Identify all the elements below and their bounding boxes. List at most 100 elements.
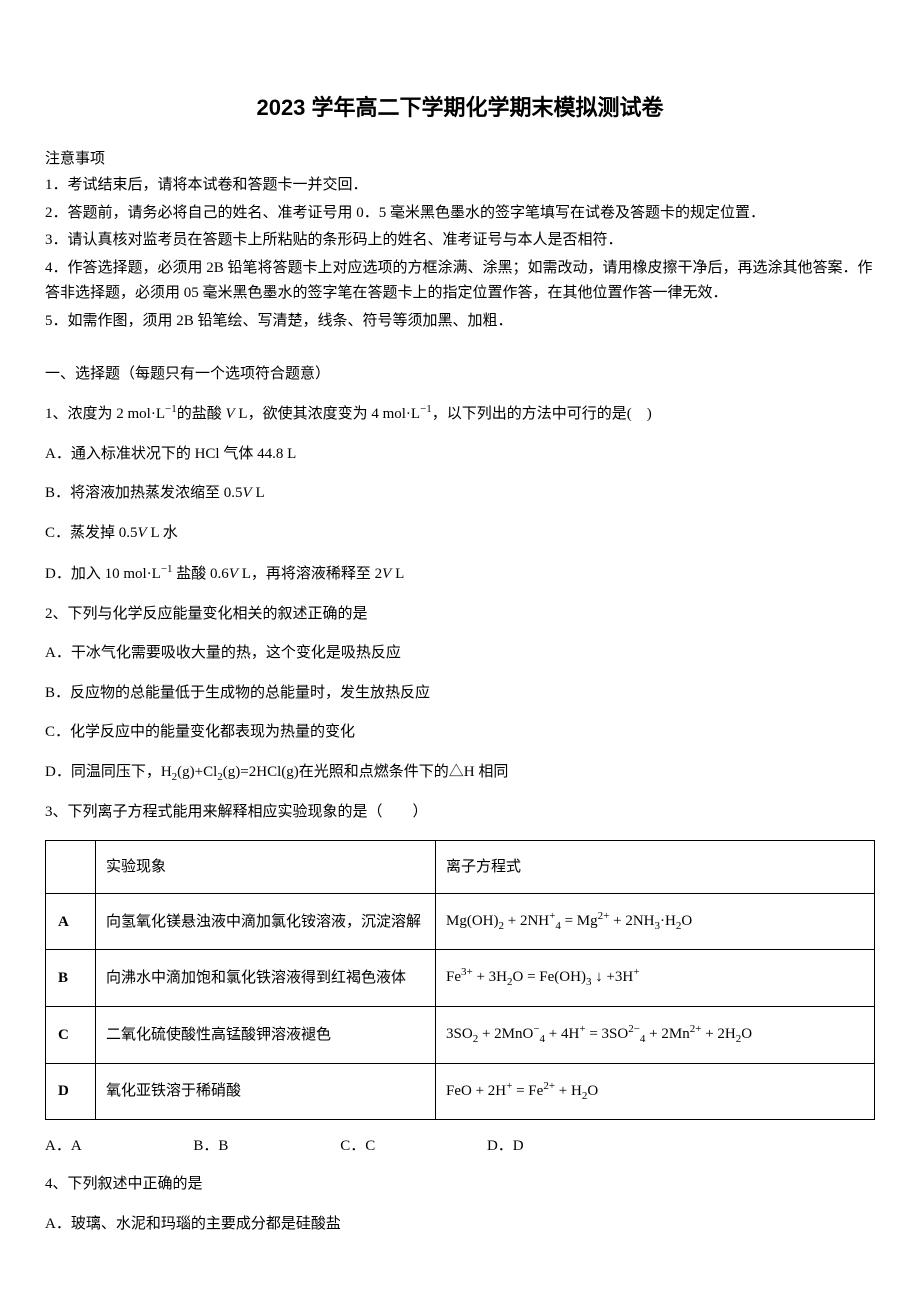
section-heading: 一、选择题（每题只有一个选项符合题意） [45, 362, 875, 386]
notice-item-5: 5．如需作图，须用 2B 铅笔绘、写清楚，线条、符号等须加黑、加粗． [45, 309, 875, 335]
eqd-p3: + H [555, 1083, 582, 1099]
q1-text-3: L，欲使其浓度变为 4 mol·L [238, 406, 420, 422]
eqd-p4: O [587, 1083, 598, 1099]
question-3-stem: 3、下列离子方程式能用来解释相应实验现象的是（ ） [45, 800, 875, 826]
eqc-sup4: 2+ [690, 1023, 702, 1035]
notice-item-1: 1．考试结束后，请将本试卷和答题卡一并交回． [45, 173, 875, 199]
table-row-a: A 向氢氧化镁悬浊液中滴加氯化铵溶液，沉淀溶解 Mg(OH)2 + 2NH+4 … [46, 893, 875, 950]
question-2-stem: 2、下列与化学反应能量变化相关的叙述正确的是 [45, 602, 875, 628]
q2-option-a: A．干冰气化需要吸收大量的热，这个变化是吸热反应 [45, 641, 875, 667]
eq-c: 3SO2 + 2MnO−4 + 4H+ = 3SO2−4 + 2Mn2+ + 2… [446, 1026, 752, 1042]
q1-sup-2: −1 [420, 403, 432, 415]
eqa-p3: = Mg [561, 913, 598, 929]
q1-c-2: L 水 [147, 525, 178, 541]
table-row-c: C 二氧化硫使酸性高锰酸钾溶液褪色 3SO2 + 2MnO−4 + 4H+ = … [46, 1007, 875, 1064]
eqa-p4: + 2NH [609, 913, 654, 929]
table-row-b: B 向沸水中滴加饱和氯化铁溶液得到红褐色液体 Fe3+ + 3H2O = Fe(… [46, 950, 875, 1007]
header-col2: 离子方程式 [436, 840, 875, 893]
question-4-stem: 4、下列叙述中正确的是 [45, 1172, 875, 1198]
q2-d-3: (g)=2HCl(g)在光照和点燃条件下的△H 相同 [223, 764, 509, 780]
q3-answer-options: A．A B．B C．C D．D [45, 1134, 875, 1158]
eqb-p4: ↓ +3H [591, 969, 633, 985]
row-b-letter: B [46, 950, 96, 1007]
q4-option-a: A．玻璃、水泥和玛瑙的主要成分都是硅酸盐 [45, 1212, 875, 1238]
q1-d-1: D．加入 10 mol·L [45, 566, 161, 582]
row-d-letter: D [46, 1063, 96, 1120]
header-empty [46, 840, 96, 893]
eqc-p3: + 4H [545, 1026, 579, 1042]
notice-label: 注意事项 [45, 147, 875, 171]
row-b-desc: 向沸水中滴加饱和氯化铁溶液得到红褐色液体 [96, 950, 436, 1007]
eqd-sup2: 2+ [543, 1080, 555, 1092]
eqd-p2: = Fe [512, 1083, 543, 1099]
row-a-eq: Mg(OH)2 + 2NH+4 = Mg2+ + 2NH3·H2O [436, 893, 875, 950]
table-header-row: 实验现象 离子方程式 [46, 840, 875, 893]
q2-option-c: C．化学反应中的能量变化都表现为热量的变化 [45, 720, 875, 746]
eqc-p2: + 2MnO [478, 1026, 533, 1042]
row-c-letter: C [46, 1007, 96, 1064]
q3-table: 实验现象 离子方程式 A 向氢氧化镁悬浊液中滴加氯化铵溶液，沉淀溶解 Mg(OH… [45, 840, 875, 1120]
eq-d: FeO + 2H+ = Fe2+ + H2O [446, 1083, 598, 1099]
eq-a: Mg(OH)2 + 2NH+4 = Mg2+ + 2NH3·H2O [446, 913, 692, 929]
eqc-p4: = 3SO [586, 1026, 629, 1042]
page-title: 2023 学年高二下学期化学期末模拟测试卷 [45, 90, 875, 125]
header-col1: 实验现象 [96, 840, 436, 893]
eqc-p5: + 2Mn [645, 1026, 689, 1042]
q1-c-var: V [138, 525, 147, 541]
eqc-p6: + 2H [701, 1026, 735, 1042]
q3-answer-b: B．B [193, 1134, 228, 1158]
q1-text-4: ，以下列出的方法中可行的是( ) [432, 406, 652, 422]
q1-d-var1: V [229, 566, 238, 582]
q3-answer-c: C．C [340, 1134, 375, 1158]
q2-d-2: (g)+Cl [177, 764, 217, 780]
eqa-p1: Mg(OH) [446, 913, 499, 929]
eqc-p1: 3SO [446, 1026, 473, 1042]
eqa-sup2: 2+ [598, 910, 610, 922]
q1-option-c: C．蒸发掉 0.5V L 水 [45, 521, 875, 547]
eqc-sup3: 2− [628, 1023, 640, 1035]
q1-d-var2: V [382, 566, 391, 582]
eqb-p1: Fe [446, 969, 461, 985]
q1-d-3: L，再将溶液稀释至 2 [238, 566, 382, 582]
notice-item-3: 3．请认真核对监考员在答题卡上所粘贴的条形码上的姓名、准考证号与本人是否相符． [45, 228, 875, 254]
row-a-letter: A [46, 893, 96, 950]
q1-d-sup: −1 [161, 563, 173, 575]
q1-option-b: B．将溶液加热蒸发浓缩至 0.5V L [45, 481, 875, 507]
eqb-p2: + 3H [473, 969, 507, 985]
row-b-eq: Fe3+ + 3H2O = Fe(OH)3 ↓ +3H+ [436, 950, 875, 1007]
q1-option-a: A．通入标准状况下的 HCl 气体 44.8 L [45, 442, 875, 468]
row-c-eq: 3SO2 + 2MnO−4 + 4H+ = 3SO2−4 + 2Mn2+ + 2… [436, 1007, 875, 1064]
q2-d-1: D．同温同压下，H [45, 764, 172, 780]
eqa-p5: ·H [660, 913, 676, 929]
q1-text-1: 1、浓度为 2 mol·L [45, 406, 165, 422]
q1-var-1: V [225, 406, 234, 422]
notice-item-2: 2．答题前，请务必将自己的姓名、准考证号用 0．5 毫米黑色墨水的签字笔填写在试… [45, 201, 875, 227]
q1-option-d: D．加入 10 mol·L−1 盐酸 0.6V L，再将溶液稀释至 2V L [45, 560, 875, 588]
q1-sup-1: −1 [165, 403, 177, 415]
eqc-p7: O [741, 1026, 752, 1042]
eqd-p1: FeO + 2H [446, 1083, 506, 1099]
q1-b-2: L [252, 485, 265, 501]
eqb-p3: O = Fe(OH) [513, 969, 586, 985]
eqa-p2: + 2NH [504, 913, 549, 929]
eqb-sup2: + [633, 966, 639, 978]
q3-answer-d: D．D [487, 1134, 524, 1158]
q2-option-d: D．同温同压下，H2(g)+Cl2(g)=2HCl(g)在光照和点燃条件下的△H… [45, 760, 875, 787]
table-row-d: D 氧化亚铁溶于稀硝酸 FeO + 2H+ = Fe2+ + H2O [46, 1063, 875, 1120]
eq-b: Fe3+ + 3H2O = Fe(OH)3 ↓ +3H+ [446, 969, 639, 985]
q1-d-2: 盐酸 0.6 [173, 566, 229, 582]
row-a-desc: 向氢氧化镁悬浊液中滴加氯化铵溶液，沉淀溶解 [96, 893, 436, 950]
row-d-desc: 氧化亚铁溶于稀硝酸 [96, 1063, 436, 1120]
q3-answer-a: A．A [45, 1134, 82, 1158]
row-d-eq: FeO + 2H+ = Fe2+ + H2O [436, 1063, 875, 1120]
q1-c-1: C．蒸发掉 0.5 [45, 525, 138, 541]
row-c-desc: 二氧化硫使酸性高锰酸钾溶液褪色 [96, 1007, 436, 1064]
q1-b-var: V [243, 485, 252, 501]
q1-d-4: L [391, 566, 404, 582]
eqa-p6: O [681, 913, 692, 929]
q1-b-1: B．将溶液加热蒸发浓缩至 0.5 [45, 485, 243, 501]
q1-text-2: 的盐酸 [177, 406, 222, 422]
notice-item-4: 4．作答选择题，必须用 2B 铅笔将答题卡上对应选项的方框涂满、涂黑；如需改动，… [45, 256, 875, 307]
q2-option-b: B．反应物的总能量低于生成物的总能量时，发生放热反应 [45, 681, 875, 707]
eqb-sup1: 3+ [461, 966, 473, 978]
